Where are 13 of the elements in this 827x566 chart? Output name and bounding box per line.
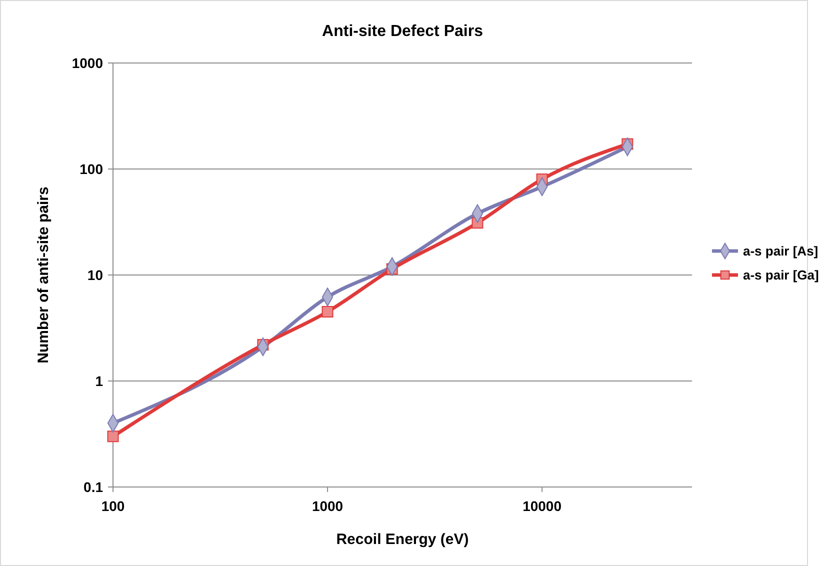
y-tick-label: 1	[95, 372, 104, 389]
legend-label: a-s pair [As]	[743, 244, 818, 259]
legend-label: a-s pair [Ga]	[743, 268, 819, 283]
x-tick-label: 100	[101, 498, 125, 514]
y-tick-label: 100	[80, 160, 104, 177]
x-axis-title: Recoil Energy (eV)	[336, 531, 469, 548]
y-tick-label: 10	[87, 266, 104, 283]
y-tick-label: 1000	[72, 54, 104, 71]
y-tick-label: 0.1	[84, 478, 104, 495]
chart-title: Anti-site Defect Pairs	[322, 23, 484, 40]
x-tick-label: 10000	[522, 498, 562, 514]
x-tick-label: 1000	[312, 498, 344, 514]
y-axis-title: Number of anti-site pairs	[35, 186, 52, 364]
